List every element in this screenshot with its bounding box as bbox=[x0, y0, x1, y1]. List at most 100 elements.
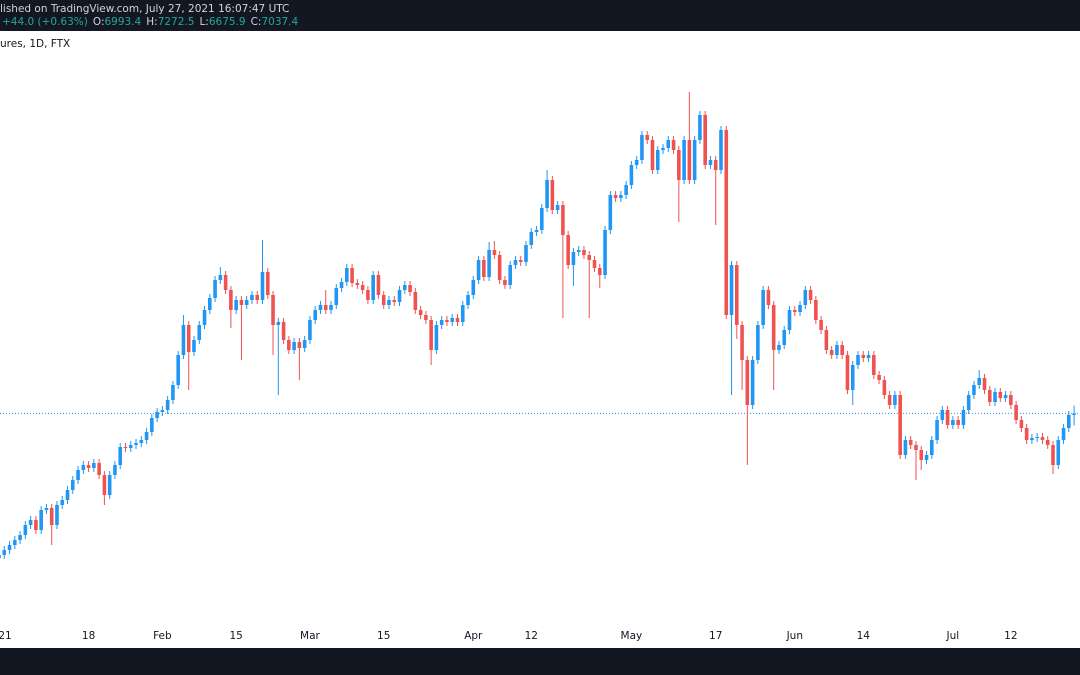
candle-body bbox=[645, 135, 650, 140]
candle-body bbox=[698, 115, 702, 140]
candle-body bbox=[476, 260, 481, 280]
candle-body bbox=[634, 160, 639, 165]
candle-body bbox=[819, 320, 823, 330]
candle-body bbox=[1067, 414, 1071, 428]
candle-body bbox=[139, 440, 144, 443]
candle-body bbox=[445, 320, 449, 322]
x-tick-label: 17 bbox=[709, 630, 722, 642]
candle-body bbox=[165, 400, 170, 410]
candle-body bbox=[945, 410, 950, 425]
candle-body bbox=[260, 272, 265, 300]
candle-body bbox=[287, 340, 291, 350]
candle-body bbox=[123, 447, 128, 448]
candle-body bbox=[102, 475, 107, 495]
candle-body bbox=[882, 380, 887, 395]
candle-body bbox=[650, 140, 655, 170]
candle-body bbox=[566, 235, 570, 265]
candle-body bbox=[687, 140, 692, 180]
candle-body bbox=[318, 305, 323, 310]
candle-body bbox=[640, 135, 644, 160]
candle-body bbox=[898, 395, 902, 455]
candle-body bbox=[771, 305, 776, 350]
candle-body bbox=[86, 465, 91, 468]
candle-body bbox=[850, 365, 855, 390]
candle-body bbox=[350, 268, 354, 283]
publish-note: lished on TradingView.com, July 27, 2021… bbox=[0, 3, 289, 15]
candle-body bbox=[107, 475, 112, 495]
candle-body bbox=[608, 195, 613, 230]
candle-body bbox=[518, 260, 523, 262]
candle-body bbox=[234, 300, 238, 310]
candle-body bbox=[334, 288, 339, 305]
candle-body bbox=[972, 385, 976, 395]
symbol: ures, 1D, FTX bbox=[0, 38, 70, 50]
candle-body bbox=[582, 250, 586, 255]
candle-body bbox=[55, 505, 59, 525]
candle-body bbox=[729, 265, 734, 315]
candle-body bbox=[482, 260, 486, 277]
candle-body bbox=[281, 322, 286, 340]
candle-body bbox=[503, 280, 507, 285]
candle-body bbox=[402, 285, 407, 290]
ohlc-value: 6675.9 bbox=[209, 16, 246, 28]
header-bar bbox=[0, 0, 1080, 31]
candle-body bbox=[239, 300, 244, 305]
candle-body bbox=[1061, 428, 1066, 440]
candle-body bbox=[561, 205, 565, 235]
candle-body bbox=[429, 320, 433, 350]
candle-body bbox=[1056, 440, 1061, 465]
candle-body bbox=[719, 130, 723, 170]
candle-body bbox=[587, 255, 592, 260]
candle-body bbox=[529, 232, 534, 245]
candle-body bbox=[1019, 420, 1024, 428]
candle-body bbox=[70, 480, 75, 490]
candle-body bbox=[840, 345, 844, 355]
candle-body bbox=[265, 272, 270, 295]
candle-body bbox=[39, 510, 43, 530]
x-tick-label: 12 bbox=[525, 630, 538, 642]
candle-body bbox=[434, 325, 439, 350]
candle-body bbox=[1009, 395, 1013, 405]
candle-body bbox=[908, 440, 913, 445]
x-tick-label: Jun bbox=[786, 630, 803, 642]
candle-body bbox=[308, 320, 312, 340]
candle-body bbox=[345, 268, 349, 282]
candle-body bbox=[655, 150, 660, 170]
candle-body bbox=[28, 520, 33, 525]
candle-body bbox=[919, 450, 924, 460]
candle-body bbox=[592, 260, 597, 268]
candle-body bbox=[782, 330, 787, 345]
candle-body bbox=[313, 310, 317, 320]
candle-body bbox=[455, 318, 460, 322]
candle-body bbox=[998, 392, 1003, 398]
candle-body bbox=[192, 340, 196, 352]
ohlc-value: 7272.5 bbox=[158, 16, 195, 28]
x-tick-label: 15 bbox=[229, 630, 242, 642]
candle-body bbox=[829, 350, 834, 355]
candle-body bbox=[993, 392, 997, 402]
candle-body bbox=[545, 180, 549, 208]
candle-body bbox=[92, 463, 96, 468]
candle-body bbox=[160, 410, 165, 412]
candle-body bbox=[450, 318, 455, 322]
candle-body bbox=[492, 250, 497, 255]
candle-body bbox=[460, 305, 465, 322]
candle-body bbox=[197, 325, 202, 340]
candle-body bbox=[113, 465, 117, 475]
candle-body bbox=[466, 295, 470, 305]
candle-body bbox=[65, 490, 70, 500]
candle-body bbox=[1072, 413, 1076, 415]
candle-body bbox=[914, 445, 918, 450]
candle-body bbox=[276, 322, 281, 325]
candle-body bbox=[1014, 405, 1018, 420]
candle-body bbox=[376, 275, 381, 295]
candle-body bbox=[208, 298, 212, 310]
candle-body bbox=[787, 310, 792, 330]
candle-body bbox=[798, 305, 802, 312]
candle-body bbox=[966, 395, 971, 410]
candle-body bbox=[150, 418, 154, 432]
candle-body bbox=[18, 535, 22, 540]
candle-body bbox=[513, 260, 518, 265]
